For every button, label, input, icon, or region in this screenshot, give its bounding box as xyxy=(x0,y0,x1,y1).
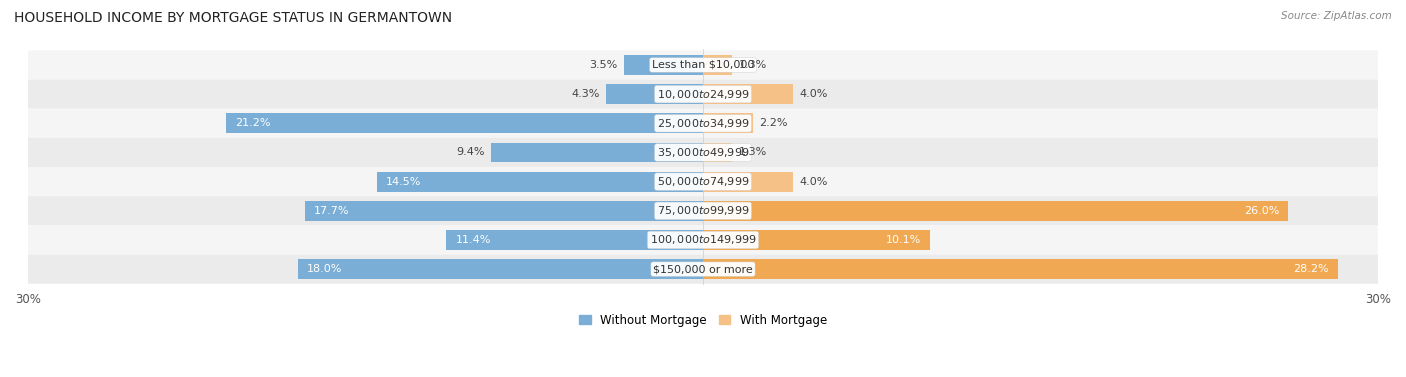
Bar xyxy=(305,201,703,221)
Text: $75,000 to $99,999: $75,000 to $99,999 xyxy=(657,204,749,217)
Text: $50,000 to $74,999: $50,000 to $74,999 xyxy=(657,175,749,188)
Bar xyxy=(492,143,703,162)
Text: $100,000 to $149,999: $100,000 to $149,999 xyxy=(650,233,756,247)
Text: 21.2%: 21.2% xyxy=(235,118,270,128)
Bar xyxy=(703,113,752,133)
Text: 3.5%: 3.5% xyxy=(589,60,617,70)
FancyBboxPatch shape xyxy=(28,138,1378,167)
Bar xyxy=(703,201,1288,221)
Text: 2.2%: 2.2% xyxy=(759,118,787,128)
Text: $35,000 to $49,999: $35,000 to $49,999 xyxy=(657,146,749,159)
Text: 10.1%: 10.1% xyxy=(886,235,921,245)
Text: 4.0%: 4.0% xyxy=(800,177,828,187)
Text: 18.0%: 18.0% xyxy=(307,264,342,274)
Text: 11.4%: 11.4% xyxy=(456,235,491,245)
Bar xyxy=(606,84,703,104)
FancyBboxPatch shape xyxy=(28,196,1378,225)
Text: Less than $10,000: Less than $10,000 xyxy=(652,60,754,70)
Text: $10,000 to $24,999: $10,000 to $24,999 xyxy=(657,87,749,101)
Text: 1.3%: 1.3% xyxy=(740,60,768,70)
Bar xyxy=(703,259,1337,279)
Text: 17.7%: 17.7% xyxy=(314,206,349,216)
FancyBboxPatch shape xyxy=(28,254,1378,284)
Text: 4.0%: 4.0% xyxy=(800,89,828,99)
Text: 9.4%: 9.4% xyxy=(456,147,485,158)
Bar xyxy=(703,143,733,162)
Bar xyxy=(298,259,703,279)
FancyBboxPatch shape xyxy=(28,167,1378,196)
Bar xyxy=(703,230,931,250)
Bar xyxy=(624,55,703,75)
Text: 28.2%: 28.2% xyxy=(1294,264,1329,274)
FancyBboxPatch shape xyxy=(28,109,1378,138)
FancyBboxPatch shape xyxy=(28,80,1378,109)
Text: $150,000 or more: $150,000 or more xyxy=(654,264,752,274)
Text: $25,000 to $34,999: $25,000 to $34,999 xyxy=(657,117,749,130)
Bar xyxy=(703,172,793,192)
Bar xyxy=(226,113,703,133)
Bar xyxy=(447,230,703,250)
FancyBboxPatch shape xyxy=(28,225,1378,254)
Bar xyxy=(377,172,703,192)
Text: 4.3%: 4.3% xyxy=(571,89,599,99)
Text: Source: ZipAtlas.com: Source: ZipAtlas.com xyxy=(1281,11,1392,21)
Text: HOUSEHOLD INCOME BY MORTGAGE STATUS IN GERMANTOWN: HOUSEHOLD INCOME BY MORTGAGE STATUS IN G… xyxy=(14,11,453,25)
Text: 26.0%: 26.0% xyxy=(1244,206,1279,216)
Text: 14.5%: 14.5% xyxy=(385,177,420,187)
Bar xyxy=(703,55,733,75)
Text: 1.3%: 1.3% xyxy=(740,147,768,158)
FancyBboxPatch shape xyxy=(28,51,1378,80)
Legend: Without Mortgage, With Mortgage: Without Mortgage, With Mortgage xyxy=(574,309,832,331)
Bar xyxy=(703,84,793,104)
